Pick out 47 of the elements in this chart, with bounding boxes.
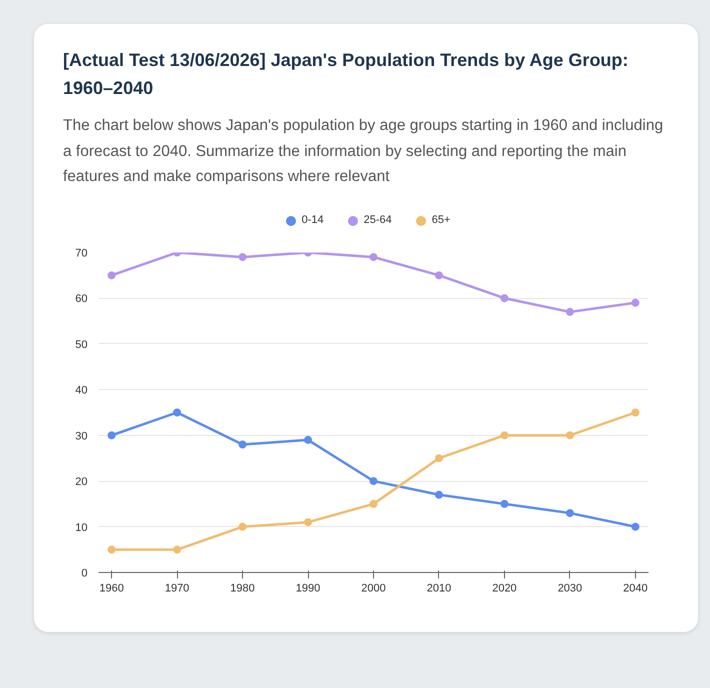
- point: [566, 308, 574, 316]
- point: [631, 522, 640, 531]
- y-tick-label: 0: [81, 568, 88, 580]
- point: [304, 518, 312, 526]
- x-tick-label: 1990: [296, 582, 320, 594]
- legend-label: 65+: [432, 213, 450, 228]
- point: [631, 408, 640, 416]
- chart-subtitle: The chart below shows Japan's population by age groups starting in 1960 and including a forecast to 2040. Summarize the information by selecting and reporting the main features and make comparisons where relevant: [63, 116, 664, 188]
- y-tick-label: 40: [75, 384, 88, 397]
- point: [500, 431, 508, 440]
- x-tick-label: 1960: [99, 582, 124, 594]
- x-tick-label: 2010: [426, 582, 452, 594]
- point: [566, 509, 574, 518]
- point: [173, 546, 182, 554]
- point: [238, 253, 247, 262]
- point: [238, 440, 247, 448]
- y-tick-label: 10: [75, 522, 88, 534]
- point: [108, 431, 116, 440]
- y-tick-label: 60: [75, 293, 88, 306]
- legend-label: 0-14: [302, 213, 324, 228]
- point: [566, 431, 574, 440]
- point: [108, 271, 116, 280]
- y-tick-label: 70: [75, 248, 88, 260]
- legend-label: 25-64: [364, 213, 392, 228]
- point: [434, 271, 443, 280]
- x-tick-label: 2040: [623, 582, 648, 594]
- point: [173, 408, 182, 416]
- point: [500, 500, 508, 508]
- x-tick-label: 2020: [492, 582, 517, 594]
- y-tick-label: 50: [75, 338, 88, 351]
- point: [370, 500, 378, 508]
- y-tick-label: 30: [75, 430, 88, 442]
- x-tick-label: 2000: [361, 582, 386, 594]
- point: [238, 522, 247, 531]
- x-tick-label: 1980: [230, 582, 255, 594]
- x-tick-label: 1970: [164, 582, 190, 594]
- chart-title: [Actual Test 13/06/2026] Japan's Population Trends by Age Group: 1960–2040: [63, 49, 630, 100]
- point: [434, 490, 443, 499]
- point: [370, 253, 378, 262]
- point: [108, 546, 116, 554]
- point: [631, 298, 640, 307]
- point: [304, 436, 312, 444]
- y-tick-label: 20: [75, 476, 88, 488]
- x-tick-label: 2030: [558, 582, 582, 594]
- point: [434, 454, 443, 462]
- point: [500, 294, 508, 302]
- point: [370, 477, 378, 486]
